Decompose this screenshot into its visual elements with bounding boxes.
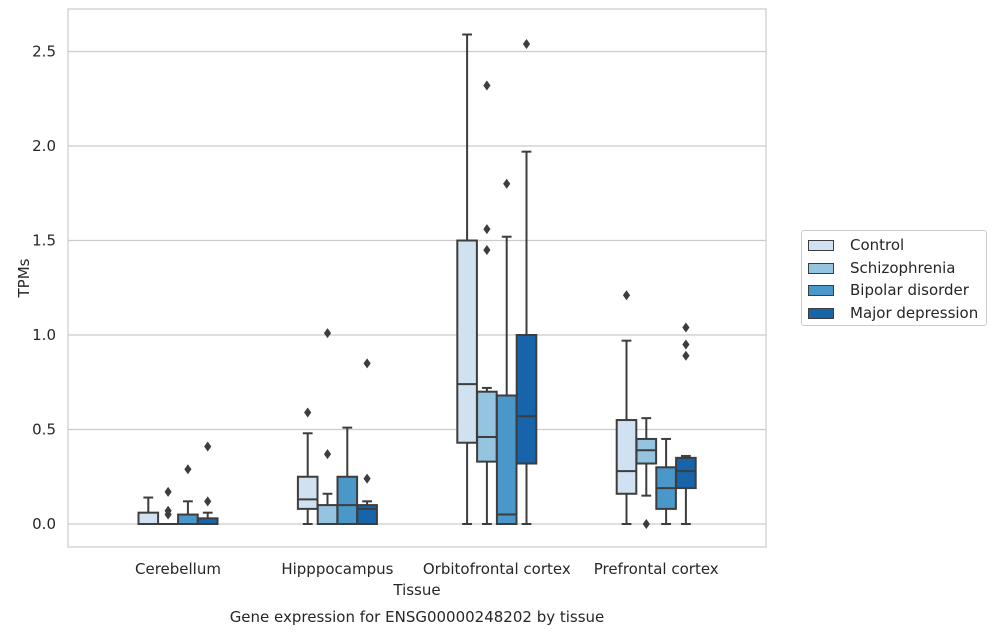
box-major-depression-hipppocampus <box>356 358 378 526</box>
x-tick-label: Orbitofrontal cortex <box>423 560 571 578</box>
x-axis-ticks: Cerebellum Hipppocampus Orbitofrontal cort… <box>135 560 719 578</box>
legend-swatch-major-depression <box>808 307 834 319</box>
outlier-point <box>682 322 690 333</box>
legend-label-control: Control <box>850 236 905 254</box>
box-major-depression-orbitofrontal-cortex <box>515 38 538 525</box>
x-tick-label: Hipppocampus <box>281 560 393 578</box>
outlier-point <box>483 224 491 235</box>
series-bipolar-disorder <box>177 178 677 526</box>
y-axis-ticks: 0.0 0.5 1.0 1.5 2.0 2.5 <box>32 43 56 534</box>
box-iqr <box>316 504 339 526</box>
legend-item-major-depression: Major depression <box>808 303 978 323</box>
x-tick-label: Prefrontal cortex <box>594 560 719 578</box>
y-axis-label: TPMs <box>15 258 33 298</box>
legend-label-major-depression: Major depression <box>850 304 979 322</box>
series-major-depression <box>196 38 697 526</box>
outlier-point <box>363 473 371 484</box>
box-iqr <box>137 511 160 525</box>
x-tick-label: Cerebellum <box>135 560 221 578</box>
outlier-point <box>323 449 332 460</box>
legend: Control Schizophrenia Bipolar disorder M… <box>801 230 987 326</box>
box-schizophrenia-prefrontal-cortex <box>635 417 658 529</box>
box-iqr <box>515 334 538 465</box>
y-tick-label: 0.5 <box>32 421 56 439</box>
legend-label-schizophrenia: Schizophrenia <box>850 259 956 277</box>
legend-swatch-schizophrenia <box>808 262 834 274</box>
box-bipolar-disorder-prefrontal-cortex <box>655 437 677 525</box>
box-iqr <box>456 239 478 444</box>
legend-swatch-control <box>808 239 834 251</box>
box-bipolar-disorder-hipppocampus <box>336 426 359 525</box>
box-iqr <box>675 456 697 490</box>
x-axis-label: Tissue <box>392 581 440 599</box>
box-iqr <box>615 419 638 495</box>
legend-item-bipolar-disorder: Bipolar disorder <box>808 280 969 300</box>
box-bipolar-disorder-orbitofrontal-cortex <box>495 178 518 526</box>
outlier-point <box>204 496 212 507</box>
outlier-point <box>483 244 491 255</box>
box-schizophrenia-hipppocampus <box>316 328 339 526</box>
series-schizophrenia <box>157 80 658 529</box>
outlier-point <box>483 80 491 91</box>
outlier-point <box>164 486 172 497</box>
box-schizophrenia-orbitofrontal-cortex <box>476 80 498 525</box>
box-iqr <box>476 390 498 463</box>
outlier-point <box>503 178 511 189</box>
box-bipolar-disorder-cerebellum <box>177 464 199 525</box>
outlier-point <box>323 328 332 339</box>
box-iqr <box>177 513 199 525</box>
box-major-depression-prefrontal-cortex <box>675 322 697 525</box>
box-iqr <box>296 475 319 510</box>
outlier-point <box>622 290 631 301</box>
box-schizophrenia-cerebellum <box>157 486 179 526</box>
legend-item-schizophrenia: Schizophrenia <box>808 258 955 278</box>
y-tick-label: 0.0 <box>32 515 56 533</box>
outlier-point <box>682 339 690 350</box>
outlier-point <box>363 358 371 369</box>
box-iqr <box>495 394 518 526</box>
outlier-point <box>522 38 531 49</box>
box-iqr <box>336 475 359 525</box>
outlier-point <box>164 509 172 520</box>
outlier-point <box>642 519 650 529</box>
y-tick-label: 2.5 <box>32 43 56 61</box>
outlier-point <box>204 441 212 452</box>
gridlines <box>68 50 766 525</box>
y-tick-label: 2.0 <box>32 137 56 155</box>
legend-item-control: Control <box>808 235 904 255</box>
plot-frame <box>67 8 767 548</box>
y-tick-label: 1.5 <box>32 232 56 250</box>
box-control-orbitofrontal-cortex <box>456 33 478 525</box>
outlier-point <box>184 464 192 475</box>
box-control-cerebellum <box>137 496 160 525</box>
outlier-point <box>682 350 690 361</box>
box-control-prefrontal-cortex <box>615 290 638 525</box>
chart-title: Gene expression for ENSG00000248202 by t… <box>230 608 605 626</box>
legend-label-bipolar-disorder: Bipolar disorder <box>850 281 969 299</box>
box-major-depression-cerebellum <box>196 441 219 526</box>
box-series-layer <box>137 33 697 529</box>
series-control <box>137 33 638 525</box>
box-control-hipppocampus <box>296 407 319 525</box>
outlier-point <box>304 407 312 418</box>
legend-swatch-bipolar-disorder <box>808 284 834 296</box>
y-tick-label: 1.0 <box>32 326 56 344</box>
